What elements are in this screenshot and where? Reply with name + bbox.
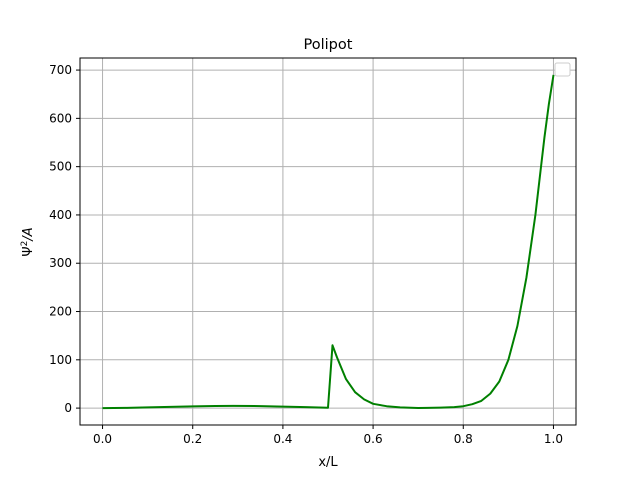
y-tick-label: 600 <box>49 111 72 125</box>
y-axis-label-base: Ψ <box>21 246 36 256</box>
y-axis: 0 100 200 300 400 500 600 700 <box>49 63 80 415</box>
grid-lines <box>80 58 576 425</box>
x-tick-label: 0.8 <box>454 432 473 446</box>
chart-title: Polipot <box>304 37 353 53</box>
plot-frame <box>79 57 577 426</box>
series-layer <box>102 74 555 410</box>
x-axis-label: x/L <box>318 455 338 470</box>
x-tick-label: 0.4 <box>273 432 292 446</box>
y-axis-label-tail: /A <box>21 227 36 241</box>
x-axis: 0.0 0.2 0.4 0.6 0.8 1.0 <box>93 425 563 446</box>
x-tick-label: 0.2 <box>183 432 202 446</box>
x-tick-label: 0.0 <box>93 432 112 446</box>
y-tick-label: 100 <box>49 353 72 367</box>
legend-box <box>554 62 571 77</box>
y-tick-label: 400 <box>49 208 72 222</box>
y-axis-label: Ψ2/A <box>20 227 36 256</box>
y-tick-label: 0 <box>64 401 72 415</box>
y-tick-label: 500 <box>49 160 72 174</box>
y-axis-label-superscript: 2 <box>20 241 30 247</box>
x-tick-label: 1.0 <box>544 432 563 446</box>
y-tick-label: 200 <box>49 305 72 319</box>
series-line <box>102 74 555 410</box>
y-tick-label: 700 <box>49 63 72 77</box>
y-tick-label: 300 <box>49 256 72 270</box>
x-tick-label: 0.6 <box>364 432 383 446</box>
